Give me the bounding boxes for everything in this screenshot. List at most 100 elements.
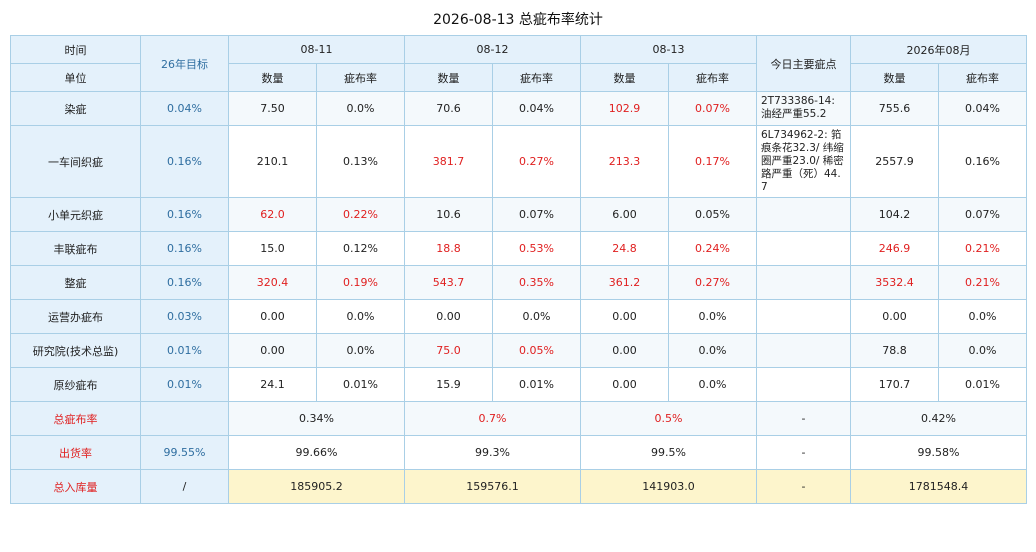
rate-cell: 0.53%: [492, 231, 581, 266]
rate-header: 疵布率: [316, 63, 405, 92]
month-qty-cell: 755.6: [850, 91, 939, 126]
storage-note: -: [756, 469, 851, 504]
target-value: 0.04%: [140, 91, 229, 126]
qty-cell: 0.00: [404, 299, 493, 334]
total-rate-month: 0.42%: [850, 401, 1027, 436]
rate-header: 疵布率: [938, 63, 1027, 92]
ship-rate-d2: 99.3%: [404, 435, 581, 470]
qty-cell: 361.2: [580, 265, 669, 300]
rate-cell: 0.0%: [316, 299, 405, 334]
qty-cell: 381.7: [404, 125, 493, 198]
rate-cell: 0.05%: [668, 197, 757, 232]
rate-cell: 0.01%: [492, 367, 581, 402]
total-rate-note: -: [756, 401, 851, 436]
qty-cell: 24.1: [228, 367, 317, 402]
table-row: 研究院(技术总监) 0.01% 0.00 0.0% 75.0 0.05% 0.0…: [10, 333, 1027, 368]
month-rate-cell: 0.04%: [938, 91, 1027, 126]
defect-note: 2T733386-14: 油经严重55.2: [756, 91, 851, 126]
page-title: 2026-08-13 总疵布率统计: [433, 12, 603, 28]
rate-header: 疵布率: [668, 63, 757, 92]
rate-cell: 0.17%: [668, 125, 757, 198]
table-row: 小单元织疵 0.16% 62.0 0.22% 10.6 0.07% 6.00 0…: [10, 197, 1027, 232]
defect-note: [756, 333, 851, 368]
month-rate-cell: 0.0%: [938, 299, 1027, 334]
defect-note: 6L734962-2: 筘痕条花32.3/ 纬缩圈严重23.0/ 稀密路严重（死…: [756, 125, 851, 198]
defect-note: [756, 299, 851, 334]
rate-cell: 0.19%: [316, 265, 405, 300]
qty-cell: 75.0: [404, 333, 493, 368]
target-value: [140, 401, 229, 436]
qty-cell: 213.3: [580, 125, 669, 198]
ship-rate-month: 99.58%: [850, 435, 1027, 470]
rate-cell: 0.27%: [492, 125, 581, 198]
qty-cell: 0.00: [580, 367, 669, 402]
unit-header: 单位: [10, 63, 141, 92]
qty-cell: 15.9: [404, 367, 493, 402]
row-label: 原纱疵布: [10, 367, 141, 402]
qty-header: 数量: [850, 63, 939, 92]
defect-note: [756, 265, 851, 300]
defect-note: [756, 367, 851, 402]
rate-cell: 0.0%: [668, 367, 757, 402]
rate-cell: 0.13%: [316, 125, 405, 198]
table-row: 整疵 0.16% 320.4 0.19% 543.7 0.35% 361.2 0…: [10, 265, 1027, 300]
qty-cell: 18.8: [404, 231, 493, 266]
row-label: 染疵: [10, 91, 141, 126]
rate-cell: 0.05%: [492, 333, 581, 368]
row-label: 运营办疵布: [10, 299, 141, 334]
rate-cell: 0.07%: [492, 197, 581, 232]
storage-d3: 141903.0: [580, 469, 757, 504]
rate-cell: 0.0%: [316, 91, 405, 126]
total-rate-d3: 0.5%: [580, 401, 757, 436]
target-value: 0.01%: [140, 367, 229, 402]
qty-cell: 10.6: [404, 197, 493, 232]
qty-cell: 6.00: [580, 197, 669, 232]
row-label: 丰联疵布: [10, 231, 141, 266]
time-header: 时间: [10, 35, 141, 64]
notes-header: 今日主要疵点: [756, 35, 851, 92]
rate-cell: 0.24%: [668, 231, 757, 266]
defect-note: [756, 231, 851, 266]
month-rate-cell: 0.16%: [938, 125, 1027, 198]
qty-cell: 7.50: [228, 91, 317, 126]
rate-cell: 0.22%: [316, 197, 405, 232]
table-row: 原纱疵布 0.01% 24.1 0.01% 15.9 0.01% 0.00 0.…: [10, 367, 1027, 402]
target-value: 0.16%: [140, 265, 229, 300]
summary-row-ship-rate: 出货率 99.55% 99.66% 99.3% 99.5% - 99.58%: [10, 435, 1027, 470]
header-row-1: 时间 26年目标 08-11 08-12 08-13 今日主要疵点 2026年0…: [10, 35, 1027, 92]
row-label: 小单元织疵: [10, 197, 141, 232]
defect-note: [756, 197, 851, 232]
qty-cell: 0.00: [580, 299, 669, 334]
rate-cell: 0.0%: [316, 333, 405, 368]
target-value: 0.01%: [140, 333, 229, 368]
rate-cell: 0.04%: [492, 91, 581, 126]
month-rate-cell: 0.21%: [938, 265, 1027, 300]
rate-cell: 0.12%: [316, 231, 405, 266]
qty-cell: 102.9: [580, 91, 669, 126]
rate-cell: 0.0%: [492, 299, 581, 334]
row-label: 研究院(技术总监): [10, 333, 141, 368]
month-rate-cell: 0.07%: [938, 197, 1027, 232]
row-label: 总疵布率: [10, 401, 141, 436]
month-rate-cell: 0.21%: [938, 231, 1027, 266]
qty-header: 数量: [228, 63, 317, 92]
month-qty-cell: 2557.9: [850, 125, 939, 198]
row-label: 一车间织疵: [10, 125, 141, 198]
qty-cell: 24.8: [580, 231, 669, 266]
qty-cell: 62.0: [228, 197, 317, 232]
row-label: 整疵: [10, 265, 141, 300]
rate-cell: 0.35%: [492, 265, 581, 300]
target-value: 0.16%: [140, 197, 229, 232]
target-header: 26年目标: [140, 35, 229, 92]
month-rate-cell: 0.0%: [938, 333, 1027, 368]
qty-cell: 0.00: [228, 299, 317, 334]
date-header-2: 08-12: [404, 35, 581, 64]
target-value: 0.16%: [140, 125, 229, 198]
target-value: 0.03%: [140, 299, 229, 334]
qty-cell: 210.1: [228, 125, 317, 198]
month-qty-cell: 3532.4: [850, 265, 939, 300]
month-header: 2026年08月: [850, 35, 1027, 64]
ship-rate-note: -: [756, 435, 851, 470]
ship-rate-d3: 99.5%: [580, 435, 757, 470]
table-row: 染疵 0.04% 7.50 0.0% 70.6 0.04% 102.9 0.07…: [10, 91, 1027, 126]
